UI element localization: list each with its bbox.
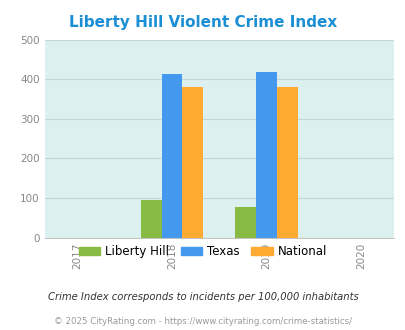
Text: © 2025 CityRating.com - https://www.cityrating.com/crime-statistics/: © 2025 CityRating.com - https://www.city… bbox=[54, 317, 351, 326]
Bar bbox=[235, 207, 256, 238]
Bar bbox=[141, 200, 161, 238]
Legend: Liberty Hill, Texas, National: Liberty Hill, Texas, National bbox=[75, 241, 330, 263]
Bar bbox=[276, 87, 297, 238]
Text: Liberty Hill Violent Crime Index: Liberty Hill Violent Crime Index bbox=[69, 15, 336, 30]
Bar bbox=[161, 74, 182, 238]
Bar bbox=[182, 87, 202, 238]
Bar bbox=[256, 72, 276, 238]
Text: Crime Index corresponds to incidents per 100,000 inhabitants: Crime Index corresponds to incidents per… bbox=[47, 292, 358, 302]
